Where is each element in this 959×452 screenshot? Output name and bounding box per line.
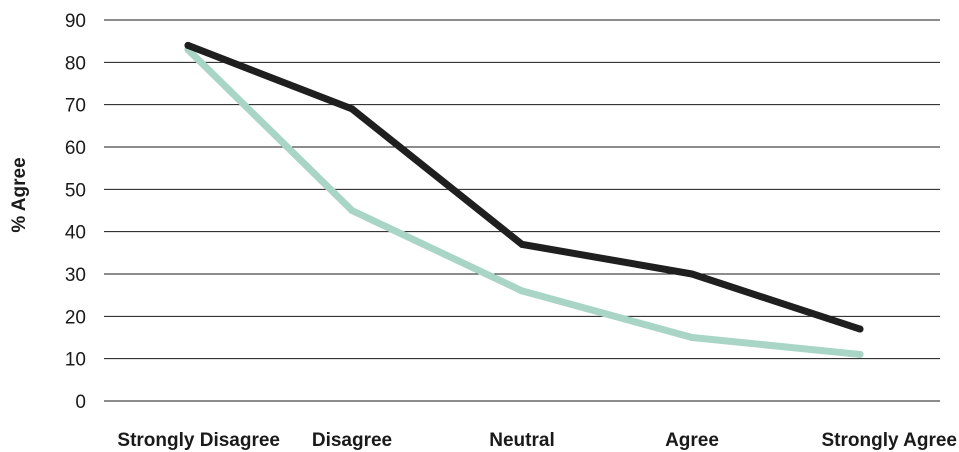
- x-tick-label: Disagree: [312, 430, 392, 451]
- y-tick-label: 40: [65, 223, 86, 244]
- series-line-1: [184, 41, 864, 333]
- data-point: [856, 350, 864, 358]
- x-tick-label: Strongly Agree: [822, 430, 958, 451]
- data-point: [518, 287, 526, 295]
- y-tick-label: 20: [65, 307, 86, 328]
- y-tick-label: 60: [65, 138, 86, 159]
- data-point: [348, 105, 356, 113]
- y-tick-label: 70: [65, 96, 86, 117]
- x-tick-label: Neutral: [489, 430, 554, 451]
- data-point: [688, 270, 696, 278]
- grid-lines: [104, 19, 940, 402]
- x-tick-label: Agree: [665, 430, 719, 451]
- x-axis-ticks: Strongly Disagree Disagree Neutral Agree Str…: [117, 430, 957, 451]
- y-tick-label: 90: [65, 11, 86, 32]
- y-tick-label: 0: [75, 392, 86, 413]
- y-tick-label: 80: [65, 53, 86, 74]
- series-line-2: [184, 46, 864, 358]
- y-axis-title: % Agree: [9, 157, 30, 232]
- y-axis-ticks: 0 10 20 30 40 50 60 70 80 90: [65, 11, 86, 413]
- y-tick-label: 30: [65, 265, 86, 286]
- y-tick-label: 50: [65, 180, 86, 201]
- y-tick-label: 10: [65, 350, 86, 371]
- x-tick-label: Strongly Disagree: [117, 430, 280, 451]
- data-point: [348, 207, 356, 214]
- series-lines: [184, 41, 864, 358]
- data-point: [688, 334, 696, 341]
- data-point: [184, 41, 192, 49]
- data-point: [518, 240, 526, 248]
- data-point: [856, 325, 864, 333]
